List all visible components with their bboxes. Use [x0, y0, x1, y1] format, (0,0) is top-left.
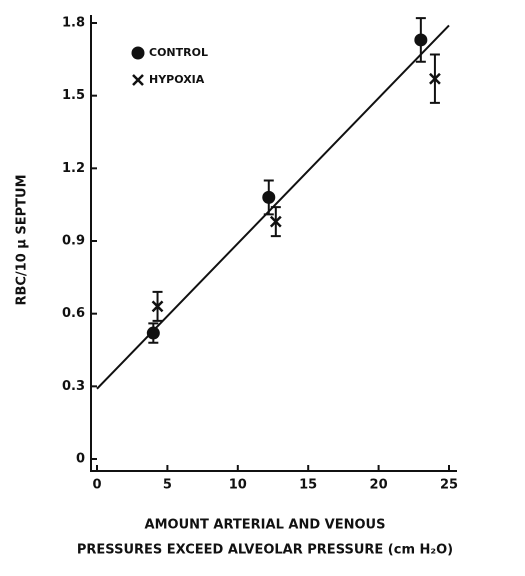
y-tick-label: 0.6	[62, 306, 85, 321]
x-tick-label: 20	[370, 478, 388, 493]
y-tick-label: 0.9	[62, 234, 85, 249]
y-tick-label: 1.2	[62, 161, 85, 176]
x-tick-label: 25	[440, 478, 458, 493]
y-tick-label: 0.3	[62, 379, 85, 394]
x-tick-label: 5	[163, 478, 172, 493]
point	[429, 72, 441, 85]
point	[262, 190, 276, 204]
y-tick-label: 1.8	[62, 16, 85, 31]
x-axis-label: AMOUNT ARTERIAL AND VENOUS	[145, 518, 386, 533]
point	[269, 215, 282, 228]
y-tick-label: 1.5	[62, 88, 85, 103]
x-tick-label: 15	[299, 478, 317, 493]
point	[414, 33, 428, 47]
x-tick-label: 0	[92, 478, 101, 493]
legend-marker	[131, 46, 145, 60]
point	[146, 326, 160, 340]
y-axis-label: RBC/10 μ SEPTUM	[15, 174, 30, 305]
legend-label: CONTROL	[149, 46, 208, 59]
axes	[90, 15, 457, 472]
point	[151, 300, 164, 313]
legend-marker	[132, 74, 144, 86]
x-axis-label: PRESSURES EXCEED ALVEOLAR PRESSURE (cm H…	[77, 543, 453, 558]
x-tick-label: 10	[229, 478, 247, 493]
y-tick-label: 0	[76, 452, 85, 467]
legend-label: HYPOXIA	[149, 73, 205, 86]
